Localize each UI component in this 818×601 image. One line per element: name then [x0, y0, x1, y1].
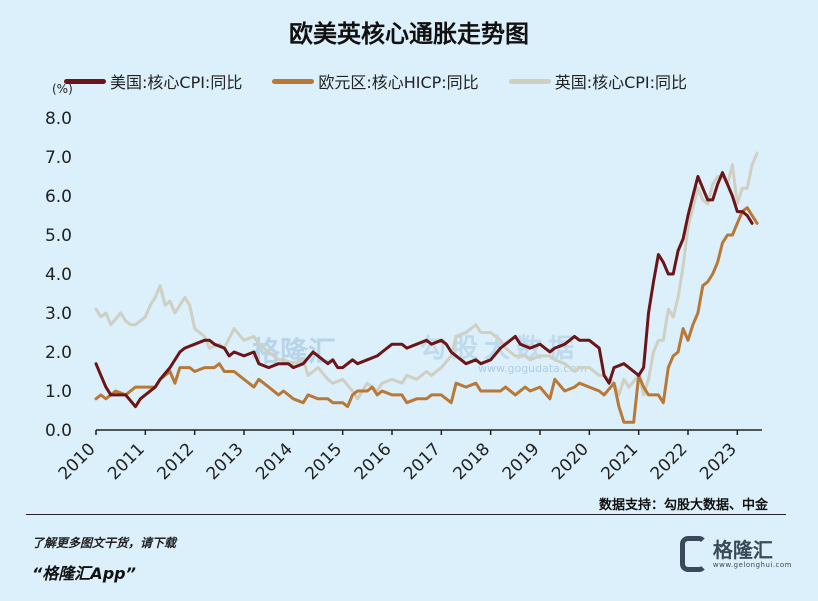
watermark-url: www.gogudata.com — [478, 362, 587, 375]
legend-label-us: 美国:核心CPI:同比 — [110, 73, 243, 92]
x-tick-label: 2021 — [597, 439, 642, 484]
logo-g-icon — [680, 536, 707, 572]
y-tick-label: 0.0 — [45, 421, 72, 441]
legend-label-eu: 欧元区:核心HICP:同比 — [318, 73, 479, 92]
legend-swatch-us — [64, 78, 106, 84]
x-tick-label: 2010 — [55, 439, 100, 484]
logo-url: www.gelonghui.com — [712, 561, 792, 569]
x-tick-label: 2016 — [351, 439, 396, 484]
x-tick-label: 2015 — [301, 439, 346, 484]
y-tick-label: 7.0 — [45, 148, 72, 168]
y-tick-label: 1.0 — [45, 382, 72, 402]
x-tick-label: 2022 — [647, 439, 692, 484]
promo-text: 了解更多图文干货，请下载 — [32, 536, 177, 550]
y-tick-label: 2.0 — [45, 343, 72, 363]
x-tick-label: 2020 — [548, 439, 593, 484]
legend-label-uk: 英国:核心CPI:同比 — [554, 73, 688, 92]
x-tick-label: 2017 — [400, 439, 445, 484]
series-line-uk — [94, 151, 759, 401]
x-tick-label: 2019 — [499, 439, 544, 484]
legend-item-us: 美国:核心CPI:同比 — [64, 69, 242, 93]
x-tick-label: 2013 — [203, 439, 248, 484]
x-tick-label: 2011 — [104, 439, 149, 484]
x-tick-label: 2014 — [252, 439, 297, 484]
series-line-eu — [94, 206, 759, 424]
legend-item-uk: 英国:核心CPI:同比 — [508, 69, 688, 93]
x-tick-label: 2012 — [153, 439, 198, 484]
brand-logo: 格隆汇 www.gelonghui.com — [680, 532, 792, 576]
y-axis-unit: (%) — [52, 82, 73, 96]
chart-legend: 美国:核心CPI:同比 欧元区:核心HICP:同比 英国:核心CPI:同比 — [64, 70, 717, 92]
promo-app-name: “格隆汇App” — [32, 564, 136, 583]
x-tick-label: 2023 — [696, 439, 741, 484]
y-tick-label: 6.0 — [45, 187, 72, 207]
y-tick-label: 8.0 — [45, 109, 72, 129]
logo-name: 格隆汇 — [712, 538, 773, 562]
data-source: 数据支持：勾股大数据、中金 — [598, 498, 768, 513]
y-tick-label: 3.0 — [45, 304, 72, 324]
legend-swatch-eu — [272, 78, 315, 84]
legend-swatch-uk — [508, 78, 551, 84]
x-tick-label: 2018 — [449, 439, 494, 484]
series-line-us — [94, 171, 754, 409]
y-tick-label: 5.0 — [45, 226, 72, 246]
legend-item-eu: 欧元区:核心HICP:同比 — [272, 69, 479, 93]
chart-title: 欧美英核心通胀走势图 — [289, 20, 529, 48]
y-tick-label: 4.0 — [45, 265, 72, 285]
footer-divider — [26, 514, 786, 515]
